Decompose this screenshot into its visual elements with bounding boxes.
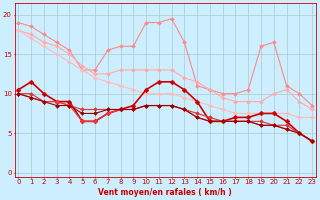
X-axis label: Vent moyen/en rafales ( km/h ): Vent moyen/en rafales ( km/h ) [98,188,232,197]
